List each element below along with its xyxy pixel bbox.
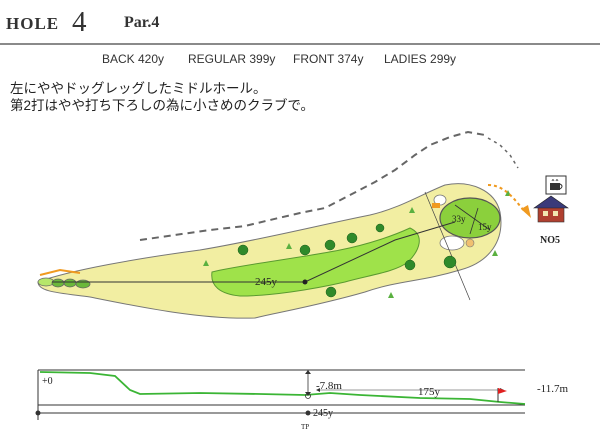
small-tree-marks (203, 190, 511, 298)
par-label: Par.4 (124, 14, 160, 31)
green-width-label: 15y (478, 222, 492, 232)
yardage-ladies: LADIES 299y (384, 52, 457, 66)
drive-mark-label: 245y (313, 408, 333, 419)
clubhouse-icon (533, 195, 569, 223)
tee-box (75, 279, 91, 289)
tree-cluster (237, 223, 457, 298)
yardage-back: BACK 420y (102, 52, 165, 66)
flag-icon (498, 388, 507, 394)
out-of-bounds-line (487, 137, 519, 169)
bunker (439, 235, 465, 251)
next-hole-arrow-head (521, 205, 531, 218)
elevation-line (39, 371, 526, 405)
header-divider (0, 43, 600, 45)
hole-label: HOLE (6, 14, 60, 33)
landing-point (302, 279, 308, 285)
bunker (465, 238, 475, 248)
hole-description: 左にややドッグレッグしたミドルホール。 第2打はやや打ち下ろしの為に小さめのクラ… (10, 80, 314, 114)
out-of-bounds-line (139, 130, 486, 241)
tee-marker (432, 203, 440, 208)
tee-position-label: TP (301, 423, 309, 431)
description-line: 第2打はやや打ち下ろしの為に小さめのクラブで。 (10, 98, 314, 113)
green-front-line (424, 191, 471, 301)
hole-number: 4 (72, 6, 87, 38)
tee-box (63, 278, 77, 288)
tee-box (51, 278, 65, 288)
play-line (52, 221, 456, 283)
tee-box (37, 277, 55, 287)
remaining-distance-label: 175y (418, 386, 441, 398)
elevation-start-label: +0 (42, 376, 53, 387)
coffee-cup-icon (545, 175, 567, 195)
elevation-end-label: -11.7m (537, 383, 569, 395)
putting-green (439, 197, 501, 239)
yardage-regular: REGULAR 399y (188, 52, 276, 66)
hole-header: HOLE 4 Par.4 (0, 0, 600, 45)
next-hole-label: NO5 (540, 235, 560, 246)
tee-arrow (39, 268, 81, 276)
drive-distance-label: 245y (255, 276, 278, 288)
yardage-front: FRONT 374y (293, 52, 364, 66)
green-width-line (469, 207, 479, 235)
elevation-mid-label: -7.8m (316, 380, 342, 392)
rough-area (37, 183, 502, 319)
elevation-profile (35, 369, 526, 420)
description-line: 左にややドッグレッグしたミドルホール。 (10, 81, 267, 96)
green-depth-label: 33y (452, 214, 466, 224)
green-depth-line (454, 204, 491, 231)
